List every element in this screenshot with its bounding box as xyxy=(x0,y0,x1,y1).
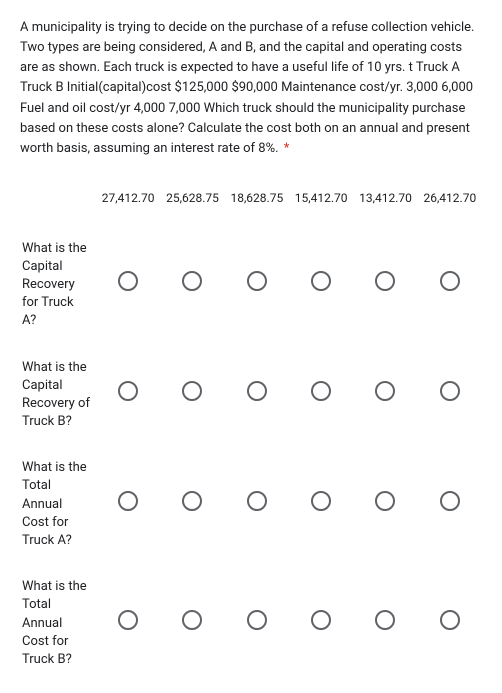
col-header: 13,412.70 xyxy=(353,185,417,226)
radio-option[interactable] xyxy=(440,271,460,291)
radio-option[interactable] xyxy=(440,381,460,401)
row-header: What is the Capital Recovery of Truck B? xyxy=(20,345,96,446)
radio-option[interactable] xyxy=(375,381,395,401)
radio-option[interactable] xyxy=(440,491,460,511)
radio-option[interactable] xyxy=(118,271,138,291)
radio-option[interactable] xyxy=(375,491,395,511)
radio-icon xyxy=(118,610,138,630)
grid-row: What is the Total Annual Cost for Truck … xyxy=(20,564,482,683)
col-header: 26,412.70 xyxy=(418,185,482,226)
question-body: A municipality is trying to decide on th… xyxy=(20,20,475,156)
radio-icon xyxy=(118,381,138,401)
radio-option[interactable] xyxy=(311,491,331,511)
radio-option[interactable] xyxy=(440,610,460,630)
radio-icon xyxy=(375,271,395,291)
radio-icon xyxy=(440,381,460,401)
grid-row: What is the Capital Recovery for Truck A… xyxy=(20,226,482,345)
radio-icon xyxy=(182,271,202,291)
radio-option[interactable] xyxy=(375,610,395,630)
radio-icon xyxy=(247,381,267,401)
radio-icon xyxy=(118,491,138,511)
grid-row: What is the Capital Recovery of Truck B? xyxy=(20,345,482,446)
required-asterisk: * xyxy=(284,141,290,156)
radio-option[interactable] xyxy=(247,610,267,630)
radio-icon xyxy=(440,271,460,291)
col-header: 27,412.70 xyxy=(96,185,160,226)
radio-icon xyxy=(311,491,331,511)
radio-icon xyxy=(247,491,267,511)
radio-icon xyxy=(247,610,267,630)
radio-icon xyxy=(440,610,460,630)
radio-option[interactable] xyxy=(182,491,202,511)
radio-icon xyxy=(118,271,138,291)
radio-option[interactable] xyxy=(182,610,202,630)
radio-icon xyxy=(311,610,331,630)
radio-icon xyxy=(311,381,331,401)
radio-icon xyxy=(375,610,395,630)
radio-option[interactable] xyxy=(311,381,331,401)
radio-icon xyxy=(182,491,202,511)
radio-option[interactable] xyxy=(247,271,267,291)
row-header: What is the Total Annual Cost for Truck … xyxy=(20,564,96,683)
row-header: What is the Capital Recovery for Truck A… xyxy=(20,226,96,345)
radio-option[interactable] xyxy=(182,271,202,291)
answer-grid: 27,412.70 25,628.75 18,628.75 15,412.70 … xyxy=(20,185,482,683)
radio-icon xyxy=(375,491,395,511)
col-header: 15,412.70 xyxy=(289,185,353,226)
grid-body: What is the Capital Recovery for Truck A… xyxy=(20,226,482,684)
row-header: What is the Total Annual Cost for Truck … xyxy=(20,445,96,564)
radio-option[interactable] xyxy=(118,491,138,511)
radio-icon xyxy=(440,491,460,511)
radio-icon xyxy=(311,271,331,291)
radio-icon xyxy=(375,381,395,401)
radio-option[interactable] xyxy=(118,381,138,401)
radio-icon xyxy=(182,610,202,630)
question-text: A municipality is trying to decide on th… xyxy=(20,18,482,159)
radio-option[interactable] xyxy=(247,381,267,401)
radio-option[interactable] xyxy=(118,610,138,630)
col-header: 25,628.75 xyxy=(160,185,224,226)
grid-corner xyxy=(20,185,96,226)
radio-icon xyxy=(247,271,267,291)
radio-option[interactable] xyxy=(247,491,267,511)
radio-option[interactable] xyxy=(182,381,202,401)
radio-option[interactable] xyxy=(311,271,331,291)
radio-icon xyxy=(182,381,202,401)
col-header: 18,628.75 xyxy=(225,185,289,226)
grid-row: What is the Total Annual Cost for Truck … xyxy=(20,445,482,564)
radio-option[interactable] xyxy=(311,610,331,630)
radio-option[interactable] xyxy=(375,271,395,291)
